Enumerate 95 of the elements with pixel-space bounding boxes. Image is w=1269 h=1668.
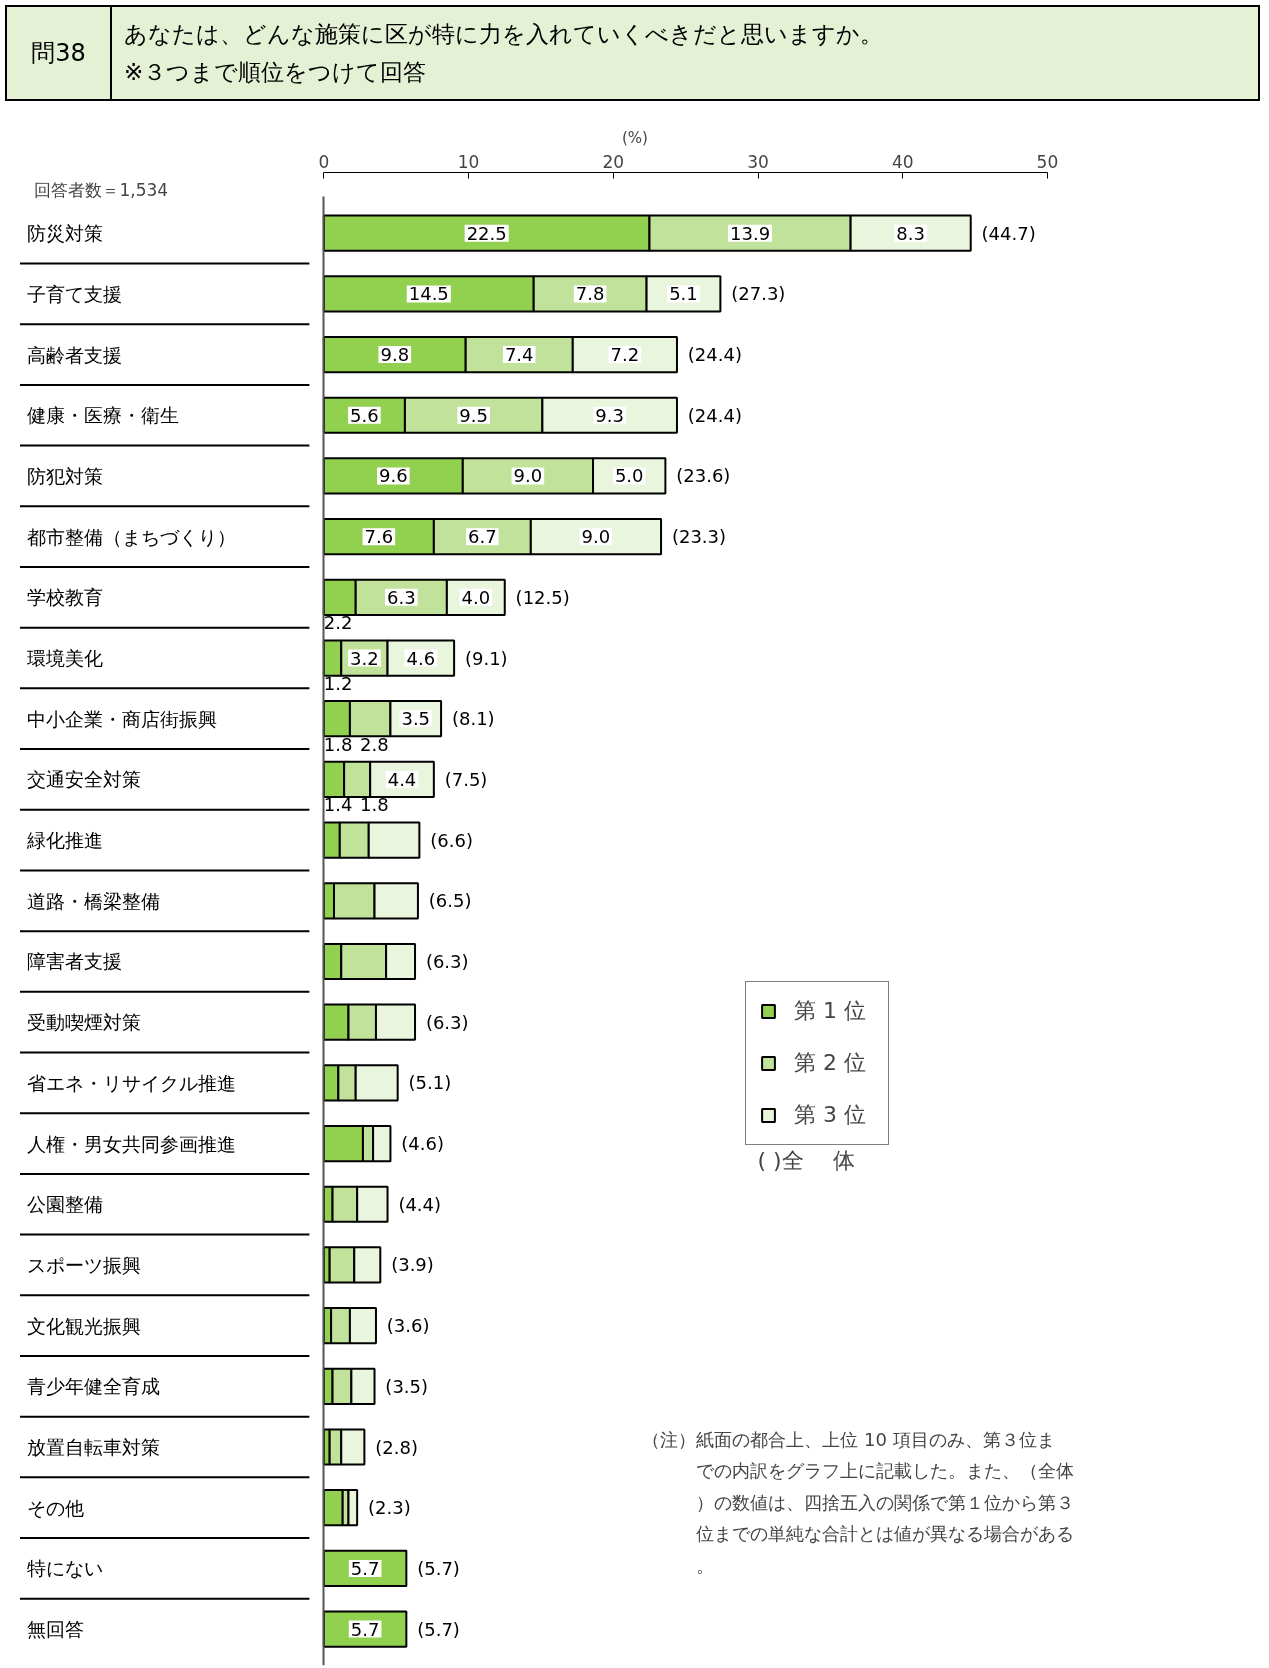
total-label: (9.1) (464, 647, 508, 669)
data-label: 1.2 (323, 672, 353, 694)
y-tick-label: 学校教育 (27, 586, 104, 609)
data-label: 14.5 (408, 283, 449, 305)
y-tick-label: 高齢者支援 (27, 343, 123, 366)
data-label: 5.1 (669, 283, 698, 305)
total-label: (23.6) (676, 465, 731, 487)
y-tick-label: 防災対策 (27, 222, 104, 245)
data-label: 1.4 (323, 794, 353, 816)
legend-label: 第 2 位 (794, 1049, 867, 1077)
y-tick-label: 省エネ・リサイクル推進 (27, 1071, 237, 1094)
data-label: 3.2 (350, 647, 379, 669)
data-label: 9.8 (380, 344, 410, 366)
data-label: 7.2 (610, 344, 640, 366)
y-tick-label: 子育て支援 (27, 282, 123, 305)
total-label: (6.3) (425, 1011, 469, 1033)
data-label: 4.4 (387, 768, 417, 790)
total-label: (6.5) (428, 890, 472, 912)
total-label: (24.4) (687, 404, 742, 426)
legend-label: 第 1 位 (794, 997, 867, 1025)
y-tick-label: 人権・男女共同参画推進 (27, 1132, 237, 1155)
x-axis-title: (%) (622, 128, 648, 147)
y-tick-label: 中小企業・商店街振興 (27, 707, 218, 730)
x-tick-label: 10 (457, 151, 480, 172)
data-label: 8.3 (896, 222, 926, 244)
total-label: (4.6) (401, 1133, 444, 1155)
data-label: 7.6 (364, 526, 394, 548)
y-tick-label: 青少年健全育成 (27, 1375, 161, 1398)
y-tick-label: 放置自転車対策 (27, 1436, 161, 1459)
y-tick-label: 防犯対策 (27, 464, 104, 487)
y-tick-label: 特にない (27, 1557, 104, 1580)
data-label: 9.0 (513, 465, 543, 487)
total-label: (3.6) (386, 1315, 430, 1337)
data-label: 4.0 (461, 586, 491, 608)
legend-label: 第 3 位 (794, 1101, 867, 1129)
y-tick-label: 環境美化 (27, 647, 104, 670)
total-label: (5.1) (408, 1072, 452, 1094)
data-label: 13.9 (730, 222, 771, 244)
x-tick-label: 40 (891, 151, 914, 172)
total-label: (3.9) (391, 1254, 434, 1276)
annotation: ( )全 体 (757, 1147, 855, 1173)
total-label: (4.4) (398, 1193, 442, 1215)
data-label: 1.8 (323, 733, 353, 755)
chart-subtitle: あなたは、どんな施策に区が特に力を入れていくべきだと思いますか。 ※３つまで順位をつけて回答 (123, 20, 884, 87)
y-tick-label: 道路・橋梁整備 (27, 889, 161, 912)
total-label: (23.3) (671, 526, 727, 548)
y-tick-label: 交通安全対策 (27, 768, 142, 791)
total-label: (8.1) (451, 708, 495, 730)
total-label: (5.7) (417, 1618, 460, 1640)
total-label: (3.5) (385, 1375, 429, 1397)
data-label: 5.6 (350, 404, 379, 426)
total-label: (12.5) (515, 586, 570, 608)
annotation: （注）紙面の都合上、上位 10 項目のみ、第３位までの内訳をグラフ上に記載した。また、（全体）の数値は、四捨五入の関係で第１位から第３位までの単純な合計とは値が異なる場合がある。 (642, 1428, 1075, 1576)
y-tick-label: 緑化推進 (26, 829, 104, 852)
total-label: (6.3) (425, 950, 469, 972)
y-tick-label: 公園整備 (27, 1193, 104, 1216)
data-label: 6.7 (468, 526, 497, 548)
total-label: (27.3) (731, 283, 786, 305)
y-tick-label: スポーツ振興 (27, 1253, 142, 1276)
x-tick-label: 50 (1036, 151, 1059, 172)
data-label: 1.8 (360, 794, 389, 816)
data-label: 22.5 (466, 222, 507, 244)
total-label: (2.8) (375, 1436, 418, 1458)
total-label: (6.6) (430, 829, 473, 851)
data-label: 9.0 (581, 526, 611, 548)
y-tick-label: 健康・医療・衛生 (27, 404, 180, 427)
data-label: 9.6 (379, 465, 408, 487)
total-label: (2.3) (368, 1497, 411, 1519)
data-label: 4.6 (406, 647, 436, 669)
data-label: 9.5 (459, 404, 488, 426)
x-tick-label: 30 (747, 151, 769, 172)
total-label: (5.7) (417, 1557, 460, 1579)
x-tick-label: 20 (602, 151, 625, 172)
total-label: (44.7) (981, 222, 1036, 244)
data-label: 2.2 (323, 612, 353, 634)
data-label: 6.3 (386, 586, 416, 608)
data-label: 3.5 (401, 708, 431, 730)
y-tick-label: 障害者支援 (27, 950, 123, 973)
y-tick-label: 都市整備（まちづくり） (27, 525, 237, 548)
data-label: 5.7 (350, 1557, 380, 1579)
data-label: 9.3 (595, 404, 624, 426)
data-label: 7.4 (504, 344, 534, 366)
total-label: (7.5) (444, 768, 488, 790)
y-tick-label: 受動喫煙対策 (27, 1011, 142, 1034)
text: 回答者数＝1,534 (34, 179, 169, 200)
data-label: 2.8 (360, 733, 389, 755)
y-tick-label: 無回答 (27, 1618, 85, 1641)
y-tick-label: その他 (27, 1496, 85, 1519)
data-label: 5.7 (350, 1618, 380, 1640)
total-label: (24.4) (687, 344, 742, 366)
x-tick-label: 0 (318, 151, 330, 172)
data-label: 5.0 (614, 465, 644, 487)
text: 問38 (7, 7, 112, 99)
data-label: 7.8 (575, 283, 605, 305)
y-tick-label: 文化観光振興 (27, 1314, 142, 1337)
